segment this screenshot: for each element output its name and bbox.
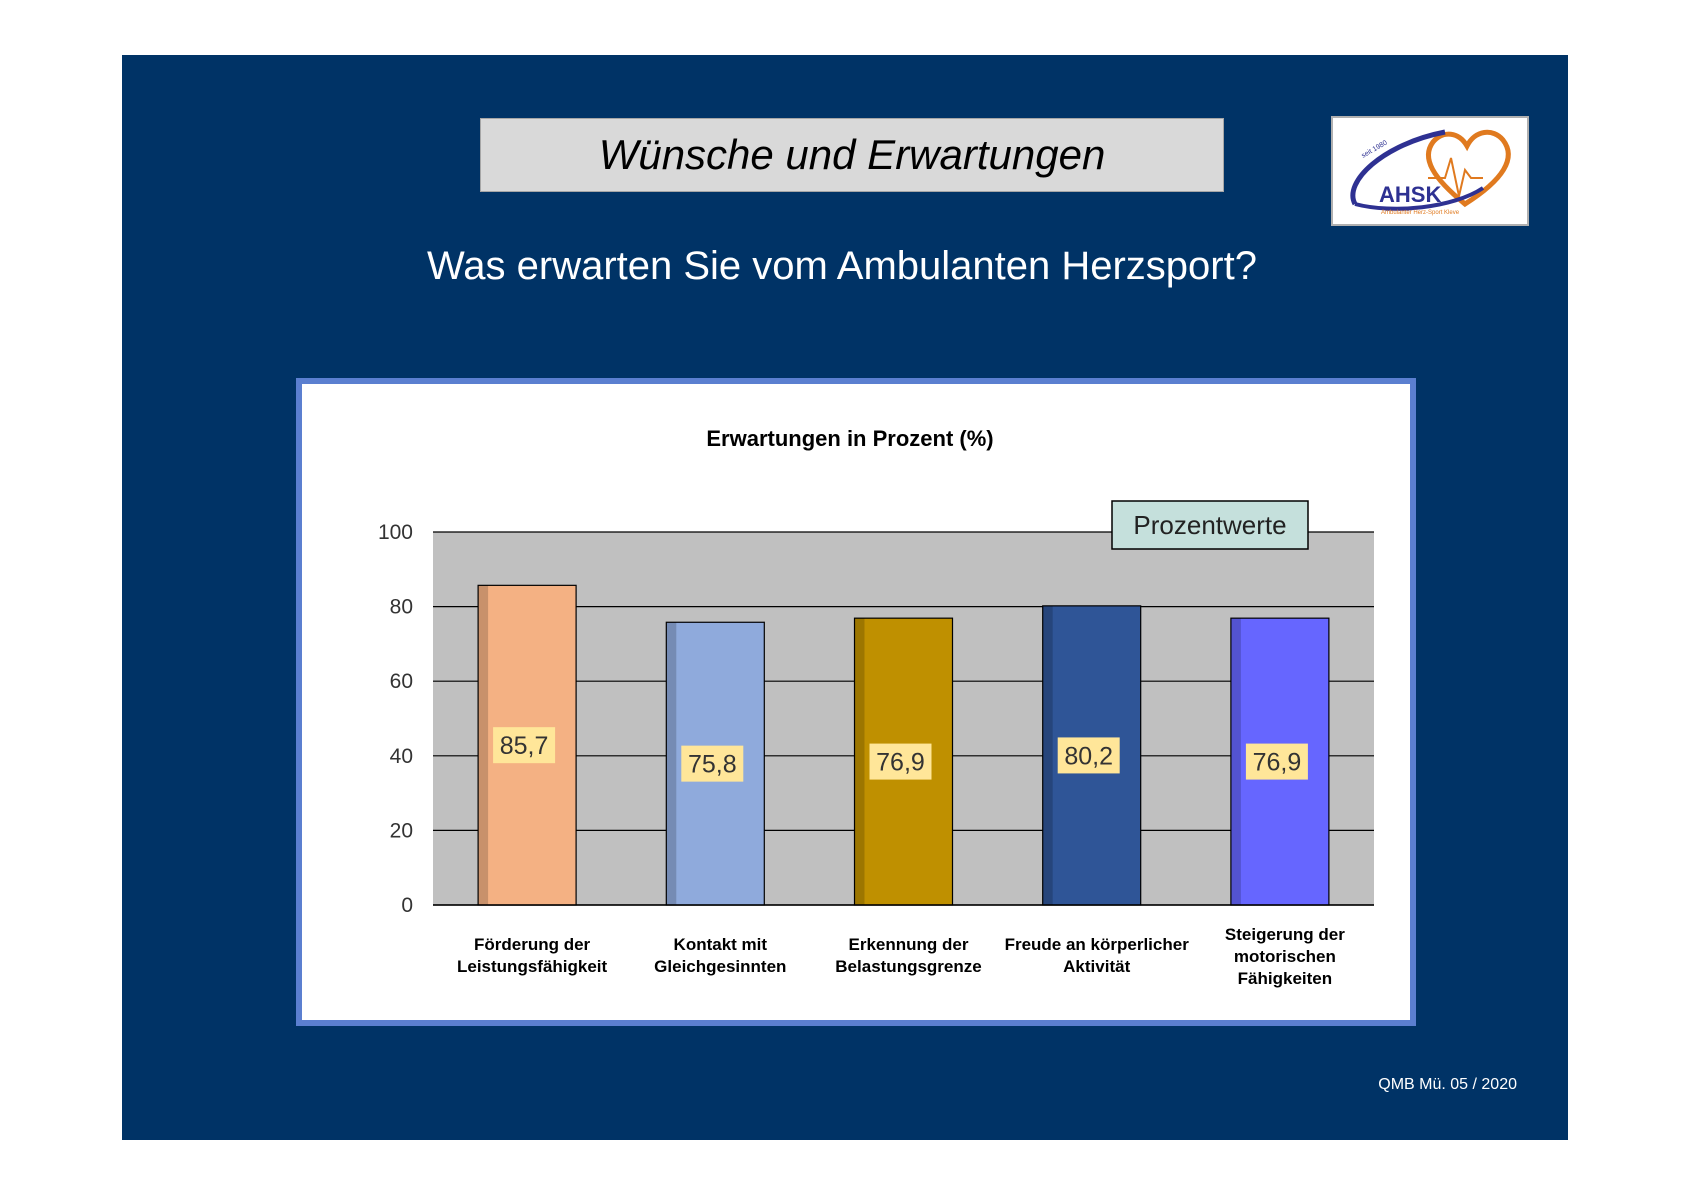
bar-shade (1042, 605, 1053, 905)
legend-box (1111, 500, 1309, 550)
y-tick-label: 60 (390, 670, 413, 693)
bar-shade (666, 622, 677, 905)
value-label: 85,7 (500, 732, 549, 760)
value-label-box (1057, 737, 1120, 774)
slide-title: Wünsche und Erwartungen (480, 118, 1224, 192)
x-tick-label: Steigerung der motorischen Fähigkeiten (1225, 925, 1345, 988)
x-tick-label: Freude an körperlicher Aktivität (1005, 935, 1190, 976)
logo-text: AHSK (1379, 182, 1441, 207)
legend-label: Prozentwerte (1133, 510, 1286, 540)
y-tick-label: 40 (390, 745, 413, 768)
y-tick-label: 100 (378, 521, 413, 544)
y-tick-label: 0 (401, 894, 413, 917)
x-tick-label: Förderung der Leistungsfähigkeit (457, 935, 608, 976)
ahsk-logo: AHSK seit 1980 Ambulanter Herz-Sport Kle… (1331, 116, 1529, 226)
bar-shade (478, 585, 489, 905)
bar-chart: Erwartungen in Prozent (%) 0 20 40 60 80 100 85… (378, 426, 1374, 988)
bar-shade (854, 618, 865, 905)
x-tick-label: Kontakt mit Gleichgesinnten (654, 935, 786, 976)
value-label: 80,2 (1064, 742, 1113, 770)
y-tick-label: 20 (390, 819, 413, 842)
value-label-box (681, 745, 744, 782)
value-label: 76,9 (876, 749, 925, 777)
value-label-box (1245, 743, 1308, 780)
chart-title: Erwartungen in Prozent (%) (706, 426, 993, 451)
x-tick-label: Erkennung der Belastungsgrenze (835, 935, 981, 976)
logo-subtitle: Ambulanter Herz-Sport Kleve (1381, 210, 1460, 216)
value-label: 76,9 (1253, 749, 1302, 777)
y-tick-label: 80 (390, 596, 413, 619)
chart-frame: Erwartungen in Prozent (%) 0 20 40 60 80 100 85… (296, 378, 1416, 1026)
value-label: 75,8 (688, 751, 737, 779)
value-label-box (493, 727, 556, 764)
bar-shade (1230, 618, 1241, 905)
value-label-box (869, 743, 932, 780)
footer-text: QMB Mü. 05 / 2020 (1378, 1076, 1517, 1093)
slide-question: Was erwarten Sie vom Ambulanten Herzspor… (427, 244, 1257, 288)
heart-ecg-icon (1426, 129, 1511, 208)
